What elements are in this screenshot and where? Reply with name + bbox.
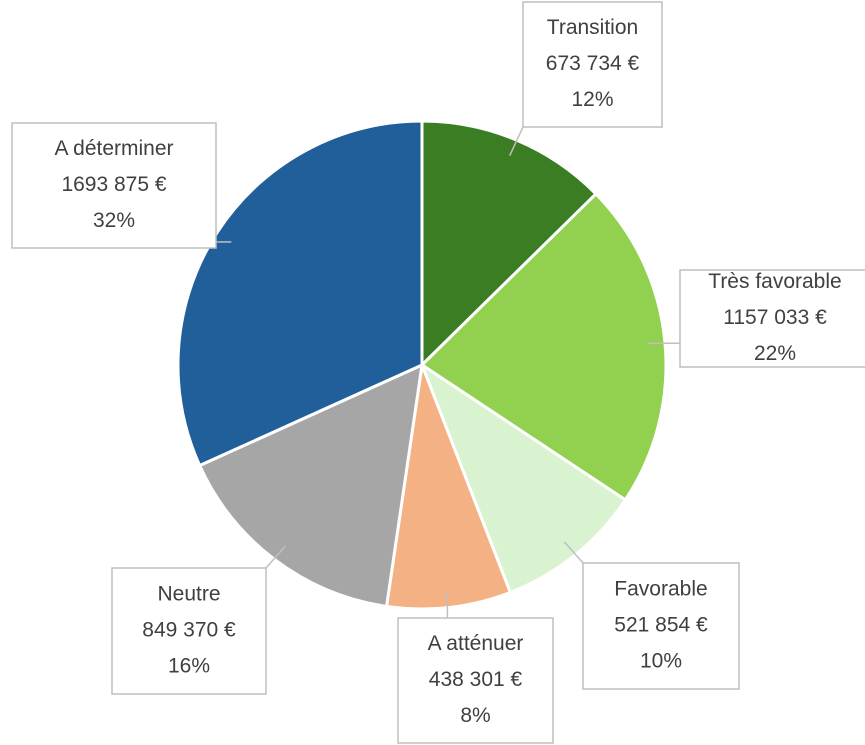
slice-value-label: 438 301 € <box>429 668 523 691</box>
callout-box <box>679 269 865 368</box>
slice-percent-label: 16% <box>168 655 210 678</box>
slice-category-label: A atténuer <box>428 632 524 655</box>
slice-value-label: 673 734 € <box>546 52 640 75</box>
callout-box <box>582 562 740 690</box>
pie-slice <box>197 362 424 609</box>
callout-box <box>397 617 554 744</box>
callout-box <box>522 1 663 128</box>
pie-slice <box>419 191 668 502</box>
callout-pointer <box>563 541 584 564</box>
slice-category-label: Transition <box>547 16 638 39</box>
slice-percent-label: 22% <box>754 342 796 365</box>
callout-box <box>111 567 267 695</box>
slice-value-label: 1693 875 € <box>61 173 166 196</box>
pie-slice <box>176 119 424 468</box>
slice-value-label: 1157 033 € <box>723 306 827 329</box>
slice-value-label: 849 370 € <box>142 619 236 642</box>
slice-category-label: A déterminer <box>54 137 173 160</box>
pie-slice <box>384 359 513 611</box>
pie-slice <box>418 361 628 595</box>
callout-pointer <box>509 126 524 157</box>
callout-pointer <box>265 545 286 569</box>
slice-category-label: Très favorable <box>708 270 841 293</box>
slice-percent-label: 10% <box>640 650 682 673</box>
slice-value-label: 521 854 € <box>614 614 708 637</box>
slice-percent-label: 12% <box>571 88 613 111</box>
slice-category-label: Favorable <box>614 578 707 601</box>
slice-category-label: Neutre <box>157 583 220 606</box>
slice-percent-label: 32% <box>93 209 135 232</box>
callout-box <box>11 122 217 249</box>
slice-percent-label: 8% <box>460 704 490 727</box>
